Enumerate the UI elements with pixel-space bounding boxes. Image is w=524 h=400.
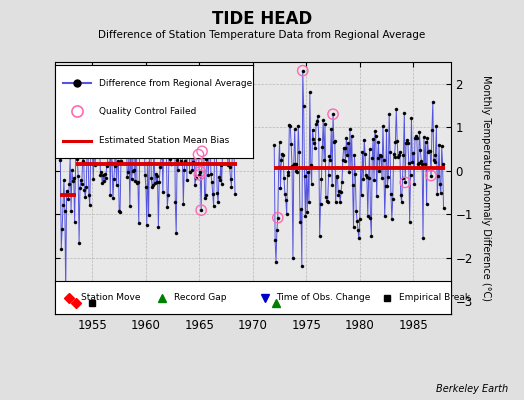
Text: Difference of Station Temperature Data from Regional Average: Difference of Station Temperature Data f… bbox=[99, 30, 425, 40]
Text: TIDE HEAD: TIDE HEAD bbox=[212, 10, 312, 28]
Y-axis label: Monthly Temperature Anomaly Difference (°C): Monthly Temperature Anomaly Difference (… bbox=[481, 75, 491, 301]
Point bbox=[196, 168, 204, 175]
Point bbox=[198, 148, 206, 154]
Point bbox=[401, 179, 409, 186]
Point bbox=[194, 151, 203, 158]
Point bbox=[197, 207, 205, 213]
Point bbox=[299, 68, 307, 74]
Text: Berkeley Earth: Berkeley Earth bbox=[436, 384, 508, 394]
Point bbox=[427, 172, 435, 179]
Point bbox=[329, 111, 337, 117]
Point bbox=[274, 214, 282, 221]
Point bbox=[195, 172, 203, 178]
